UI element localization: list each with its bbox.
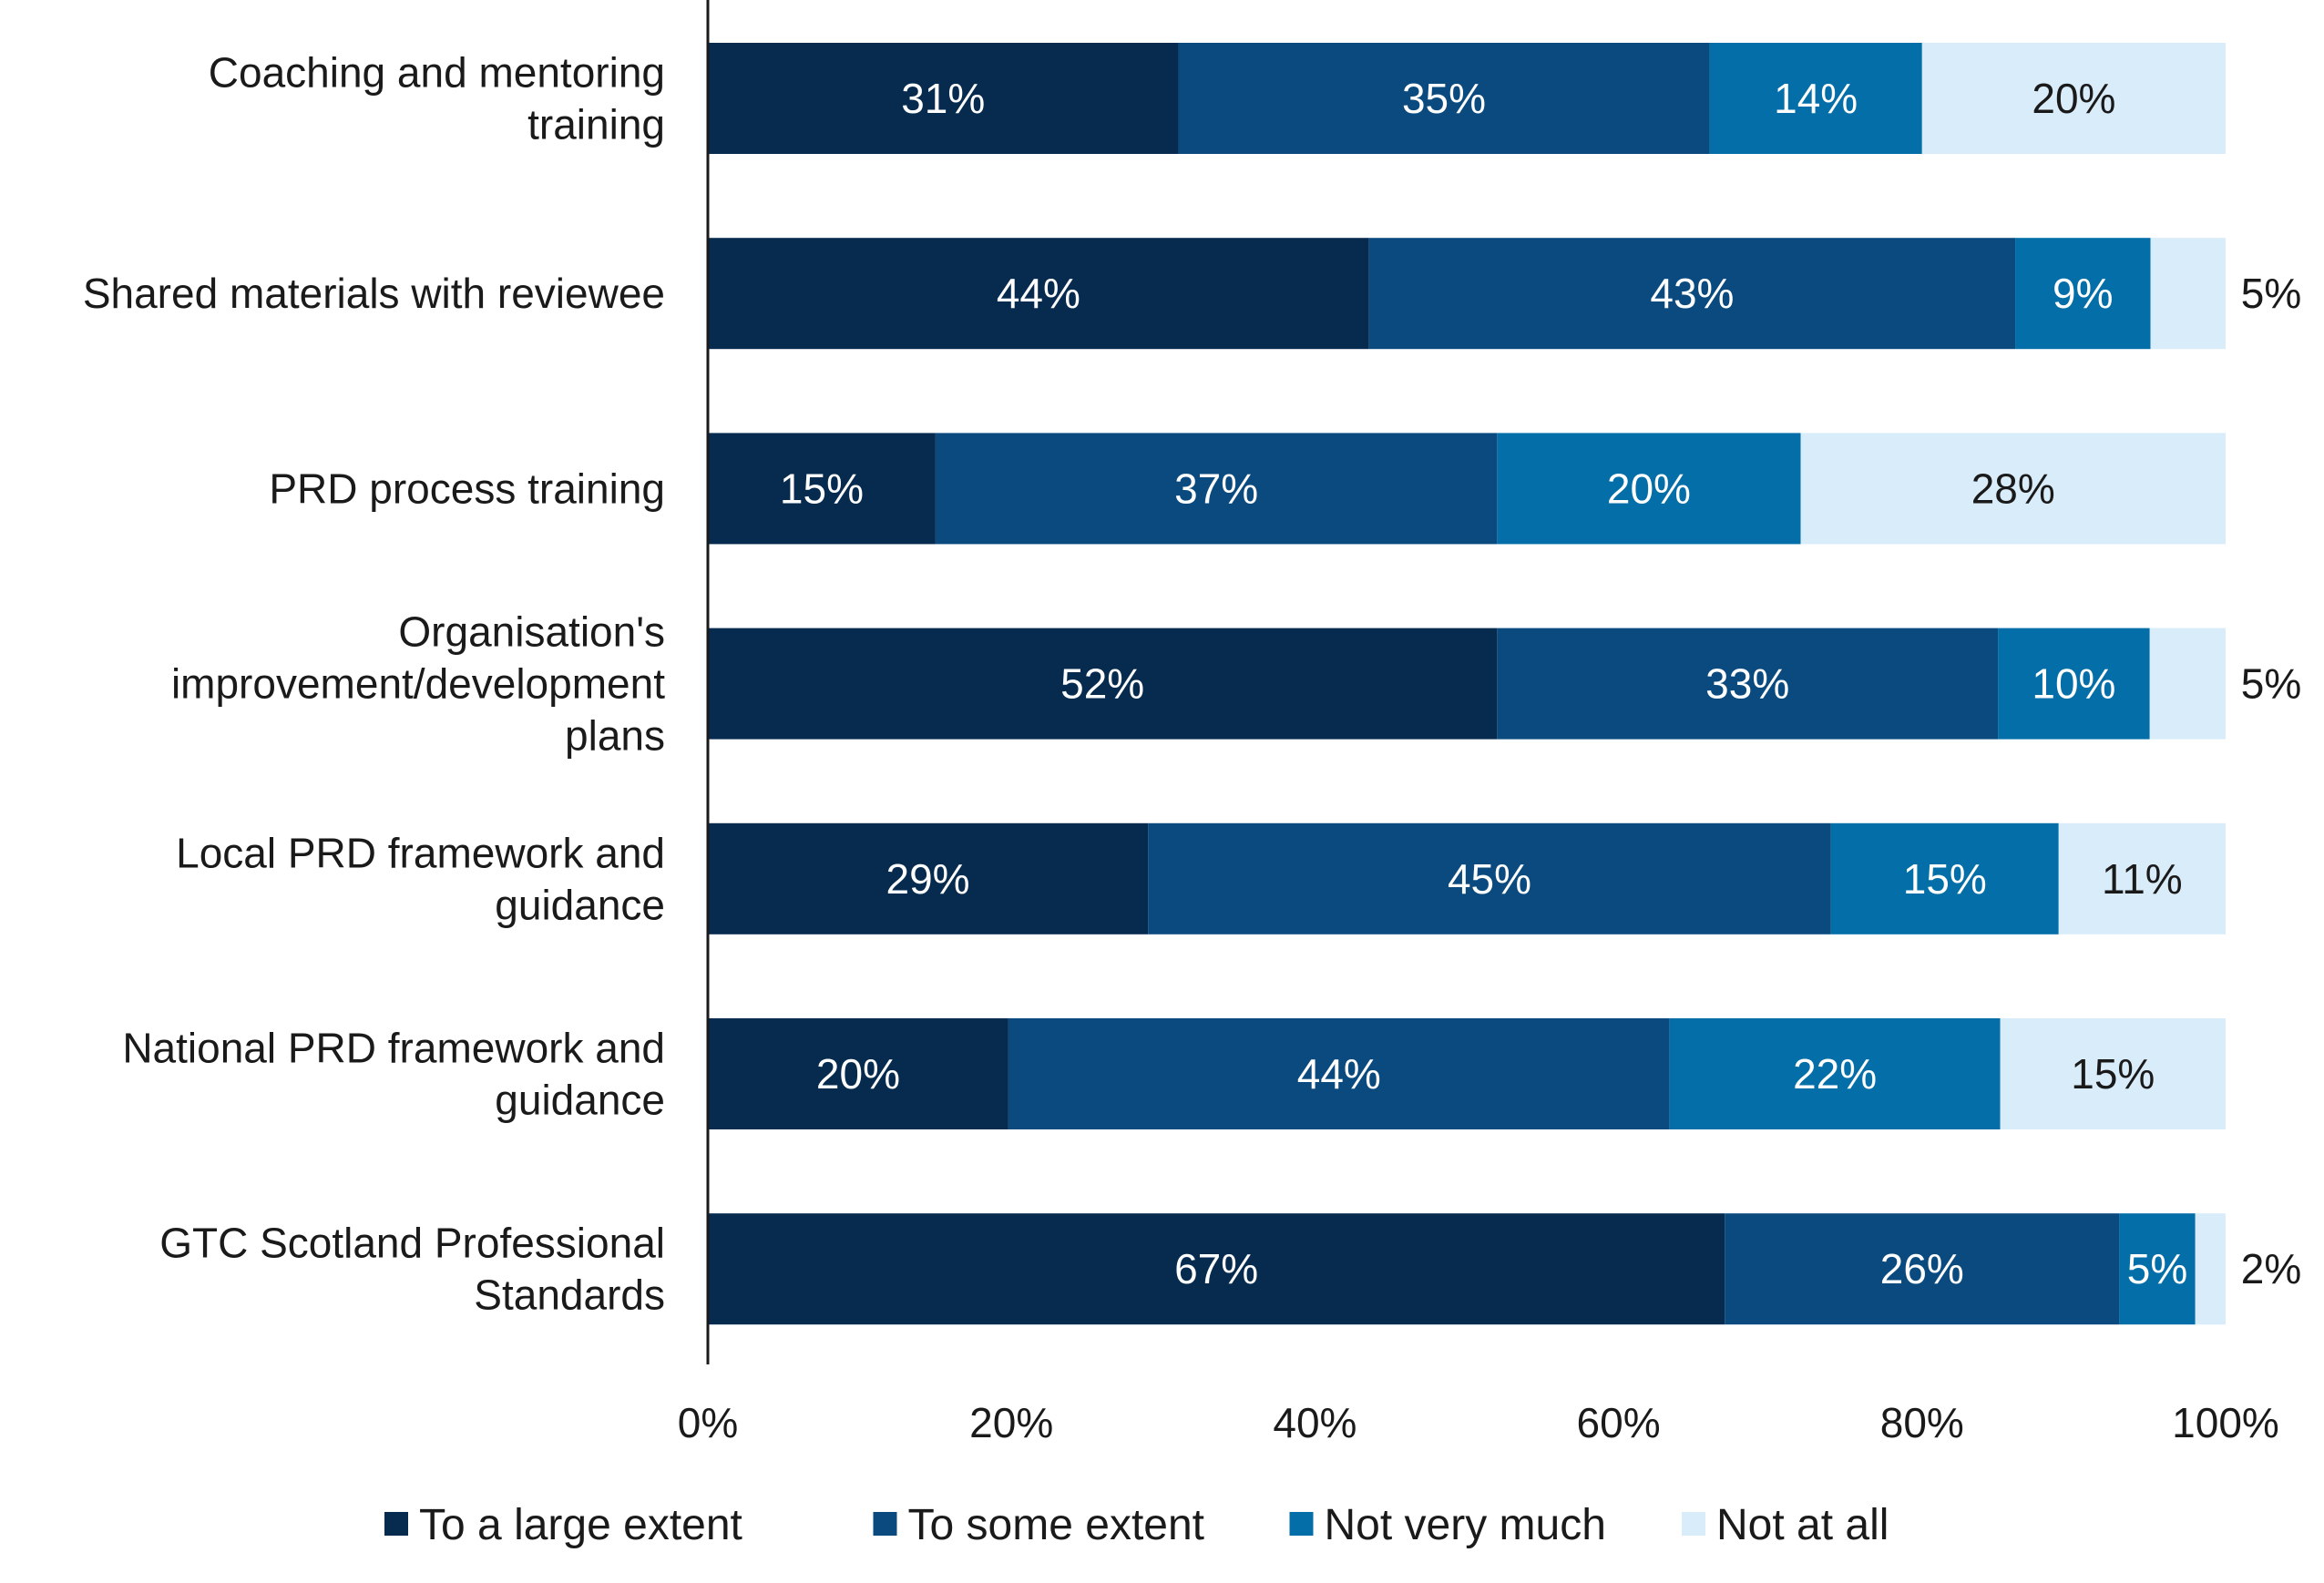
legend-item: To some extent [873,1501,1205,1549]
data-label: 44% [1297,1050,1381,1098]
data-label: 20% [1607,465,1691,512]
bar-segment [708,628,1498,740]
data-label: 33% [1705,660,1789,708]
legend-swatch [873,1512,897,1536]
legend: To a large extent To some extent Not very … [384,1501,1889,1549]
x-tick-label: 60% [1577,1399,1661,1446]
bar-segment [1998,628,2150,740]
bar-segment [708,43,1179,154]
legend-item: Not very much [1289,1501,1606,1549]
legend-label: Not very much [1325,1501,1606,1549]
x-axis-ticks: 0% 20% 40% 60% 80% 100% [678,1399,2279,1446]
bar-segment [1497,433,1801,545]
data-label: 11% [2102,855,2183,903]
data-label: 45% [1448,855,1531,903]
value-labels: 31% 35% 14% 20% 44% 43% 9% 5% 15% 37% 20% 28% 52% 33%… [780,75,2301,1292]
bar-segment [1008,1018,1670,1129]
category-label: GTC Scotland Professional [159,1220,665,1267]
data-label: 14% [1774,75,1858,122]
bar-segment [2119,1213,2196,1325]
x-tick-label: 80% [1880,1399,1964,1446]
legend-item: Not at all [1682,1501,1889,1549]
x-tick-label: 0% [678,1399,738,1446]
x-tick-label: 100% [2172,1399,2279,1446]
legend-swatch [1289,1512,1314,1536]
bar-segment [708,822,1149,934]
data-label: 29% [886,855,970,903]
category-label: Organisation's [398,608,665,656]
x-tick-label: 20% [969,1399,1053,1446]
category-label: Shared materials with reviewee [83,270,665,317]
bar-segment [1368,238,2016,350]
data-label: 35% [1402,75,1486,122]
category-label: PRD process training [269,465,665,512]
data-label: 28% [1971,465,2055,512]
bar-segment [1178,43,1710,154]
data-label: 2% [2241,1245,2301,1292]
category-label: guidance [495,881,665,928]
bar-segment [2058,822,2226,934]
bars-layer [708,43,2226,1325]
legend-swatch [1682,1512,1705,1536]
bar-segment [1725,1213,2120,1325]
category-label: Coaching and mentoring [209,49,665,97]
category-label: National PRD framework and [122,1025,665,1072]
data-label: 15% [2071,1050,2155,1098]
data-label: 22% [1793,1050,1877,1098]
data-label: 67% [1174,1245,1258,1292]
category-label: training [527,101,665,148]
data-label: 43% [1650,270,1734,317]
bar-segment [1709,43,1922,154]
legend-label: Not at all [1716,1501,1889,1549]
bar-segment [2000,1018,2226,1129]
data-label: 44% [997,270,1080,317]
bar-segment [708,433,936,545]
bar-segment [2015,238,2151,350]
data-label: 15% [1903,855,1987,903]
category-label: improvement/development [171,660,665,708]
legend-item: To a large extent [384,1501,742,1549]
data-label: 52% [1060,660,1144,708]
category-label: Local PRD framework and [176,829,665,876]
bar-segment [1800,433,2226,545]
bar-segment [1669,1018,2001,1129]
category-label: Standards [474,1272,665,1319]
data-label: 10% [2032,660,2115,708]
legend-label: To a large extent [419,1501,742,1549]
data-label: 5% [2241,270,2301,317]
data-label: 37% [1174,465,1258,512]
bar-segment [2149,628,2226,740]
x-tick-label: 40% [1273,1399,1357,1446]
bar-segment [1148,822,1831,934]
data-label: 26% [1880,1245,1964,1292]
data-label: 20% [816,1050,900,1098]
bar-segment [708,1213,1725,1325]
legend-swatch [384,1512,408,1536]
data-label: 5% [2241,660,2301,708]
bar-segment [2150,238,2226,350]
bar-segment [935,433,1498,545]
legend-label: To some extent [908,1501,1205,1549]
bar-segment [1497,628,1999,740]
data-label: 20% [2032,75,2115,122]
bar-segment [1921,43,2226,154]
data-label: 9% [2053,270,2113,317]
data-label: 31% [901,75,985,122]
bar-segment [1830,822,2059,934]
data-label: 5% [2127,1245,2187,1292]
bar-segment [708,238,1369,350]
category-label: plans [565,712,665,760]
category-label: guidance [495,1077,665,1124]
bar-segment [708,1018,1008,1129]
data-label: 15% [780,465,864,512]
bar-segment [2195,1213,2226,1325]
